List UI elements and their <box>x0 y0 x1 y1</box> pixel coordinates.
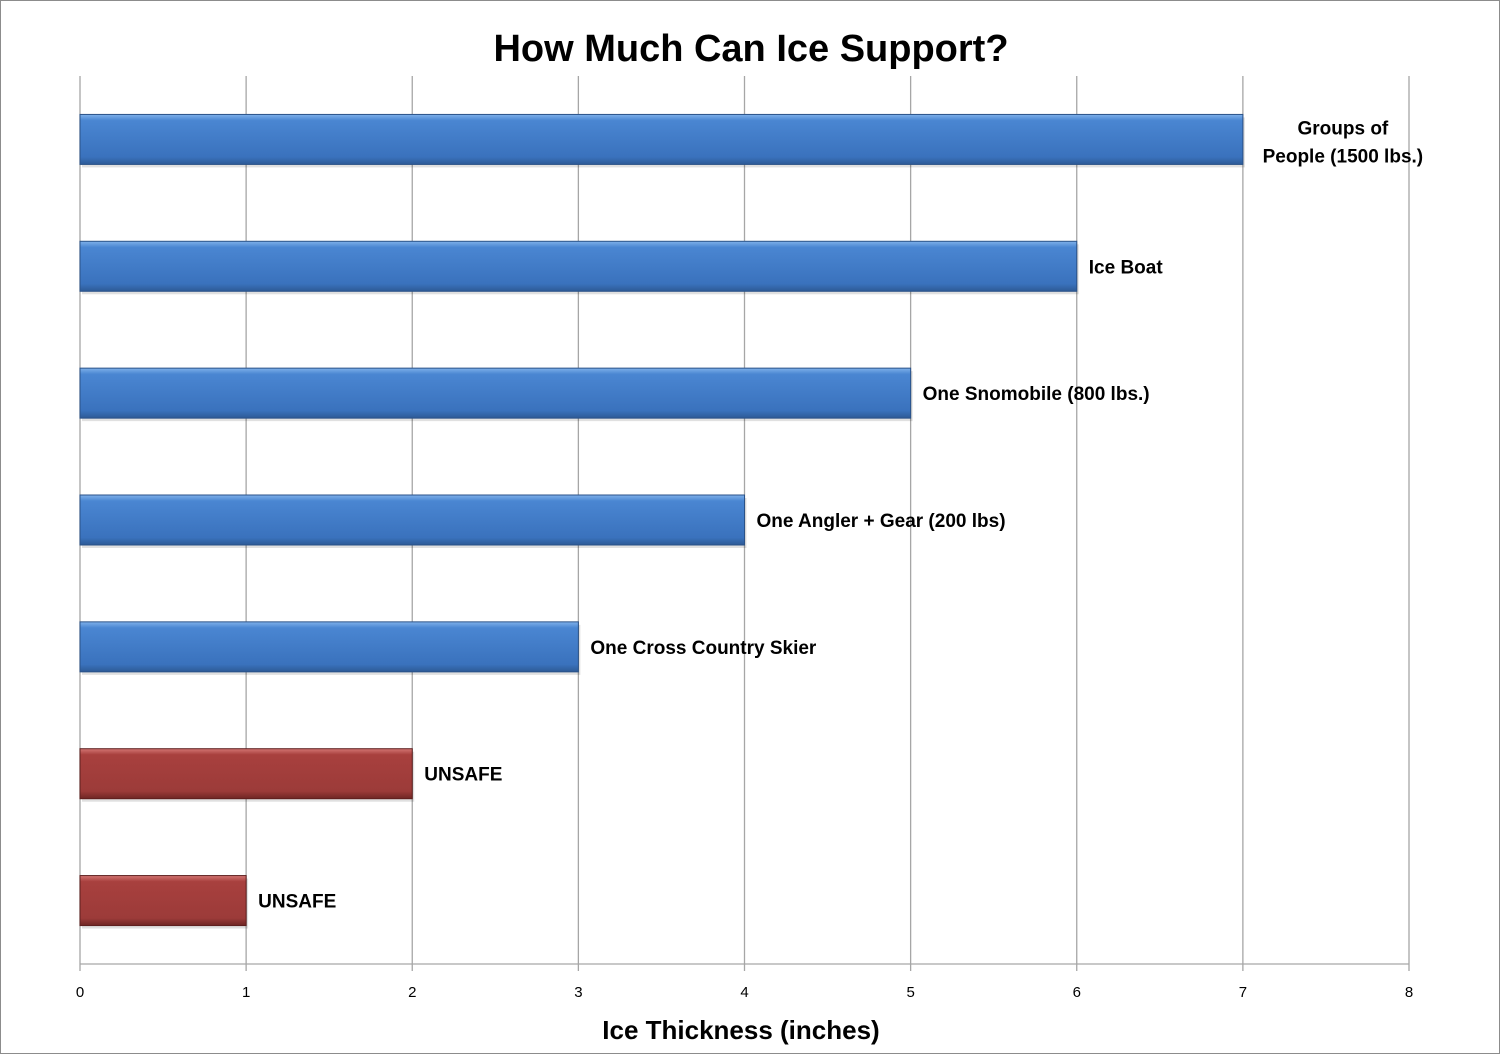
bar-data-label: Groups of <box>1297 118 1388 139</box>
bar-data-label: One Angler + Gear (200 lbs) <box>757 511 1006 532</box>
bar <box>79 875 247 927</box>
x-tick-label: 3 <box>574 984 582 1001</box>
bar-data-label: UNSAFE <box>258 892 336 913</box>
bar-data-label: Ice Boat <box>1089 257 1164 278</box>
x-tick-label: 6 <box>1073 984 1081 1001</box>
bar-data-label: People (1500 lbs.) <box>1263 146 1424 167</box>
bar <box>79 621 579 673</box>
x-tick-label: 1 <box>242 984 250 1001</box>
bar <box>79 748 413 800</box>
x-tick-label: 5 <box>906 984 914 1001</box>
bar <box>79 494 745 546</box>
bar <box>79 367 912 419</box>
chart-title: How Much Can Ice Support? <box>493 28 1008 70</box>
x-tick-label: 0 <box>76 984 84 1001</box>
bar <box>79 240 1078 292</box>
bar <box>79 113 1244 165</box>
x-tick-label: 7 <box>1239 984 1247 1001</box>
x-axis-label: Ice Thickness (inches) <box>602 1015 879 1045</box>
x-tick-label: 8 <box>1405 984 1413 1001</box>
x-tick-label: 4 <box>740 984 748 1001</box>
x-tick-label: 2 <box>408 984 416 1001</box>
bar-data-label: One Cross Country Skier <box>590 638 817 659</box>
bar-data-label: UNSAFE <box>424 765 502 786</box>
bar-data-label: One Snomobile (800 lbs.) <box>923 384 1150 405</box>
